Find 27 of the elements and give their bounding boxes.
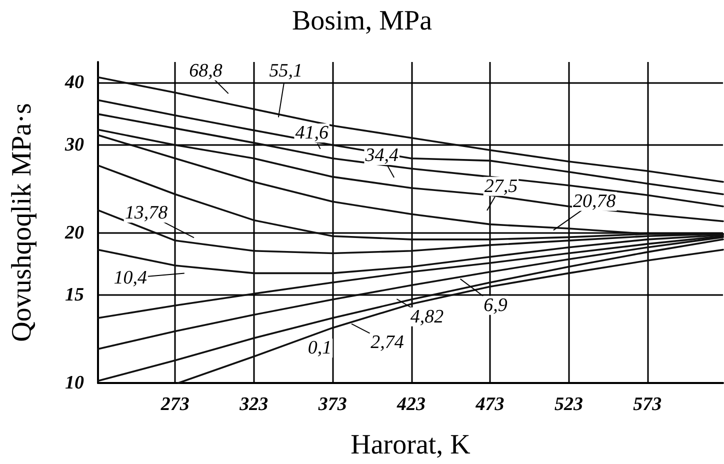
x-tick-label: 473 (474, 394, 504, 415)
x-axis-title: Harorat, K (350, 430, 470, 460)
x-tick-label: 273 (160, 394, 190, 415)
annotation: 6,9 (484, 294, 508, 316)
annotation: 27,5 (484, 176, 518, 197)
annotation: 68,8 (189, 60, 223, 82)
annotation: 41,6 (295, 122, 329, 144)
annotation: 2,74 (370, 332, 404, 353)
annotation: 10,4 (114, 267, 148, 288)
x-tick-label: 423 (396, 394, 426, 415)
annotation: 0,1 (308, 338, 332, 359)
x-tick-label: 373 (317, 394, 347, 415)
annotation: 55,1 (269, 60, 303, 82)
y-tick-label: 10 (65, 372, 84, 394)
chart-title: Bosim, MPa (292, 6, 433, 36)
y-tick-label: 30 (64, 134, 84, 156)
annotation: 13,78 (124, 202, 168, 224)
x-tick-label: 323 (238, 394, 268, 415)
annotation: 34,4 (364, 145, 399, 166)
y-tick-label: 20 (64, 222, 84, 244)
x-tick-label: 523 (554, 394, 583, 415)
y-tick-label: 40 (64, 72, 84, 94)
y-tick-label: 15 (65, 284, 84, 306)
y-axis-title: Qovushqoqlik MPa·s (6, 103, 38, 342)
x-tick-label: 573 (633, 394, 662, 415)
annotation: 4,82 (410, 306, 444, 328)
annotation: 20,78 (573, 190, 616, 212)
